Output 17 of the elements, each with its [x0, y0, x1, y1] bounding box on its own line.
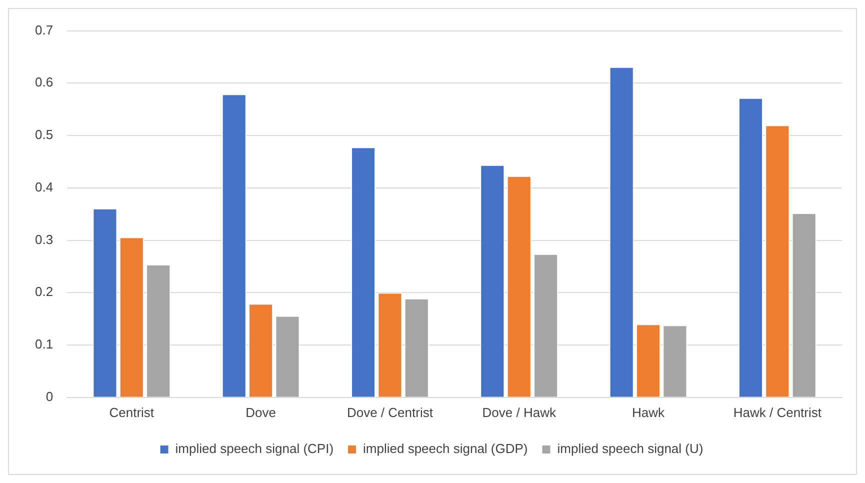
x-tick-label: Hawk	[632, 404, 666, 420]
legend-label: implied speech signal (CPI)	[175, 441, 334, 456]
legend-label: implied speech signal (GDP)	[363, 441, 528, 456]
y-tick-label: 0.2	[34, 284, 54, 300]
y-tick-label: 0.7	[34, 22, 54, 38]
y-tick-label: 0.4	[34, 179, 54, 194]
x-tick-label: Centrist	[109, 404, 154, 420]
legend-label: implied speech signal (U)	[557, 441, 704, 456]
x-tick-label: Dove / Hawk	[482, 404, 556, 420]
y-tick-label: 0	[46, 388, 54, 404]
x-tick-label: Dove	[246, 404, 276, 420]
y-tick-label: 0.6	[34, 74, 54, 90]
x-tick-label: Dove / Centrist	[346, 404, 434, 420]
y-tick-label: 0.1	[34, 336, 54, 352]
x-tick-label: Hawk / Centrist	[733, 404, 822, 420]
y-tick-label: 0.5	[34, 127, 54, 142]
y-tick-label: 0.3	[34, 232, 54, 247]
